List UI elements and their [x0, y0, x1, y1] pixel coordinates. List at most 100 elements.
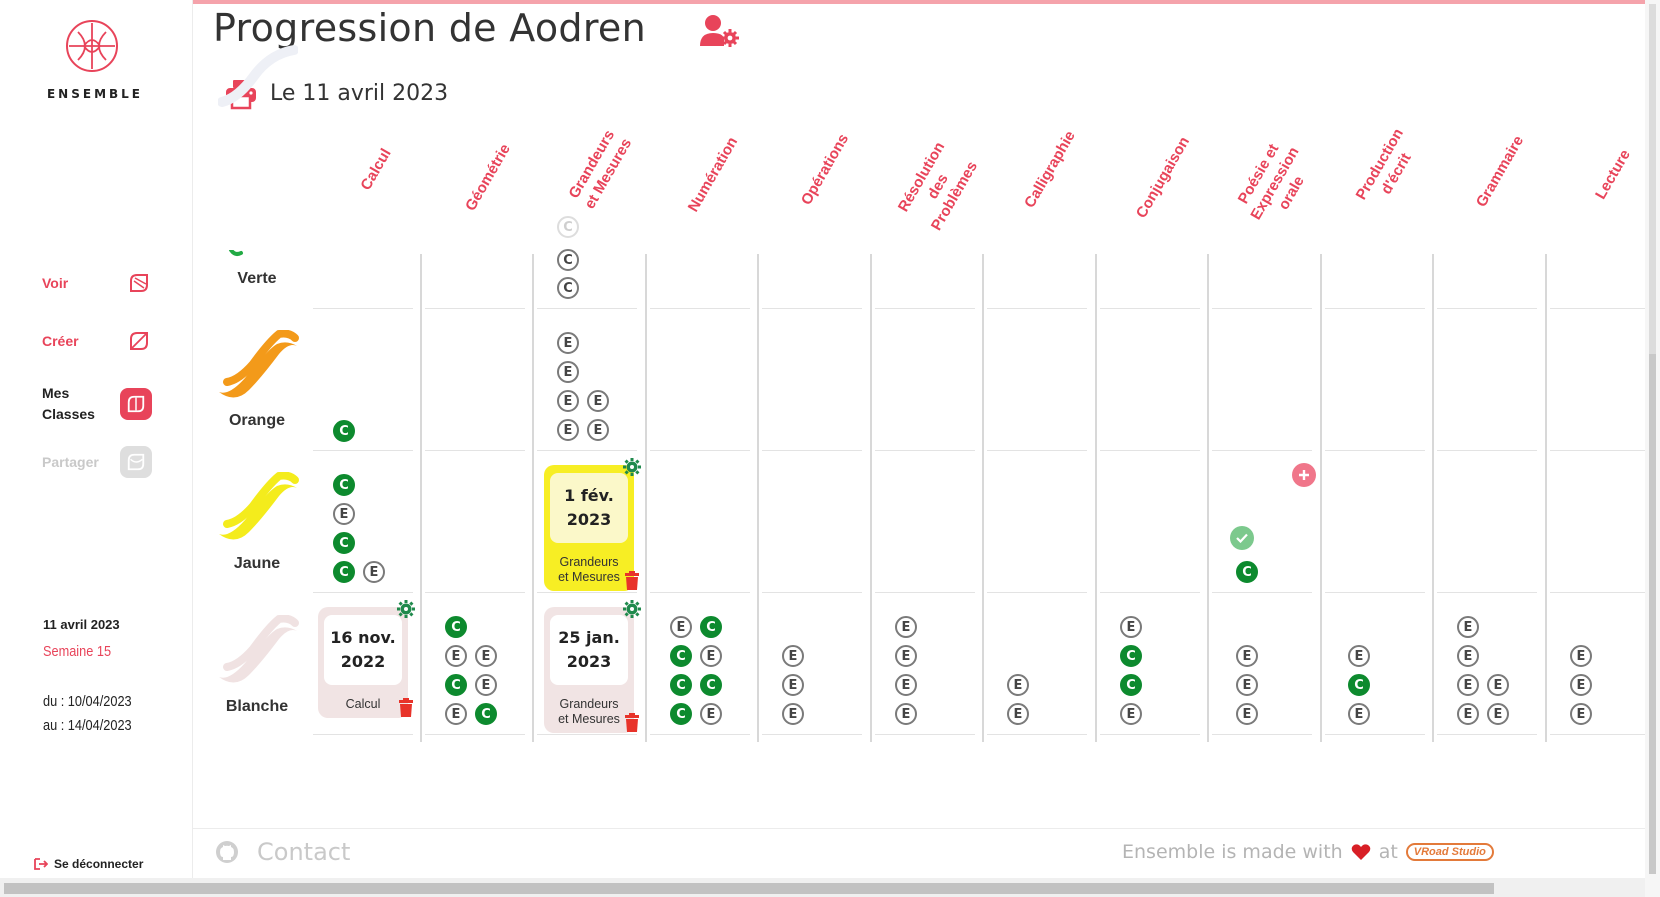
competence-badge[interactable]: C [333, 561, 355, 583]
lesson-card-grandeurs-2[interactable]: 25 jan. 2023 Grandeurs et Mesures [544, 600, 641, 733]
evaluation-badge[interactable]: E [700, 703, 722, 725]
grid-row-divider [1550, 592, 1650, 593]
competence-badge[interactable]: C [475, 703, 497, 725]
check-icon [1236, 533, 1248, 543]
competence-badge[interactable]: C [670, 674, 692, 696]
grid-row-divider [313, 308, 413, 309]
logout-button[interactable]: Se déconnecter [34, 857, 143, 871]
evaluation-badge[interactable]: E [1457, 616, 1479, 638]
contact-link[interactable]: Contact [215, 838, 350, 866]
user-settings-button[interactable] [700, 14, 740, 52]
evaluation-badge[interactable]: E [557, 390, 579, 412]
competence-badge[interactable]: C [1348, 674, 1370, 696]
competence-badge[interactable]: C [700, 674, 722, 696]
evaluation-badge[interactable]: E [1487, 703, 1509, 725]
card-subject: Grandeurs et Mesures [558, 555, 620, 584]
competence-badge[interactable]: C [670, 703, 692, 725]
evaluation-badge[interactable]: E [475, 645, 497, 667]
trash-icon[interactable] [398, 698, 414, 722]
vertical-scrollbar-thumb[interactable] [1649, 354, 1656, 874]
competence-badge[interactable]: C [333, 420, 355, 442]
evaluation-badge[interactable]: E [445, 703, 467, 725]
grid-column-divider [420, 254, 422, 742]
brand-name: ENSEMBLE [46, 87, 143, 101]
vroad-studio-logo[interactable]: VRoad Studio [1405, 843, 1494, 861]
evaluation-badge[interactable]: E [445, 645, 467, 667]
leaf-slash-icon [126, 328, 152, 354]
evaluation-badge[interactable]: E [782, 703, 804, 725]
lesson-card-calcul[interactable]: 16 nov. 2022 Calcul [318, 600, 415, 718]
horizontal-scrollbar-thumb[interactable] [4, 883, 1494, 894]
evaluation-badge[interactable]: E [1007, 674, 1029, 696]
evaluation-badge[interactable]: E [1457, 703, 1479, 725]
evaluation-badge[interactable]: E [1457, 674, 1479, 696]
evaluation-badge[interactable]: E [1570, 703, 1592, 725]
evaluation-badge[interactable]: E [895, 674, 917, 696]
ribbon-orange-icon [219, 330, 299, 398]
evaluation-badge[interactable]: E [895, 616, 917, 638]
evaluation-badge[interactable]: E [1348, 703, 1370, 725]
competence-badge[interactable]: C [333, 532, 355, 554]
gear-icon[interactable] [622, 457, 642, 481]
nav-voir[interactable]: Voir [42, 270, 152, 296]
competence-badge[interactable]: C [557, 277, 579, 299]
competence-badge[interactable]: C [445, 616, 467, 638]
evaluation-badge[interactable]: E [587, 390, 609, 412]
competence-badge[interactable]: C [557, 216, 579, 238]
competence-badge[interactable]: C [333, 474, 355, 496]
evaluation-badge[interactable]: E [895, 645, 917, 667]
validate-button[interactable] [1230, 526, 1254, 550]
evaluation-badge[interactable]: E [557, 419, 579, 441]
nav-partager[interactable]: Partager [42, 446, 152, 478]
evaluation-badge[interactable]: E [1457, 645, 1479, 667]
evaluation-badge[interactable]: E [1236, 703, 1258, 725]
grid-row-divider [425, 734, 525, 735]
competence-badge[interactable]: C [1236, 561, 1258, 583]
add-button[interactable] [1292, 463, 1316, 487]
competence-badge[interactable]: C [557, 249, 579, 271]
evaluation-badge[interactable]: E [895, 703, 917, 725]
evaluation-badge[interactable]: E [333, 503, 355, 525]
evaluation-badge[interactable]: E [557, 332, 579, 354]
evaluation-badge[interactable]: E [1236, 674, 1258, 696]
competence-badge[interactable]: C [700, 616, 722, 638]
evaluation-badge[interactable]: E [363, 561, 385, 583]
evaluation-badge[interactable]: E [1487, 674, 1509, 696]
lesson-card-grandeurs-1[interactable]: 1 fév. 2023 Grandeurs et Mesures [544, 458, 641, 591]
evaluation-badge[interactable]: E [670, 616, 692, 638]
sidebar-date-to: au : 14/04/2023 [43, 717, 132, 734]
nav-creer[interactable]: Créer [42, 328, 152, 354]
evaluation-badge[interactable]: E [1120, 616, 1142, 638]
grid-row-divider [1550, 450, 1650, 451]
evaluation-badge[interactable]: E [557, 361, 579, 383]
gear-icon[interactable] [396, 599, 416, 623]
evaluation-badge[interactable]: E [1570, 645, 1592, 667]
plus-icon [1299, 470, 1309, 480]
grid-column-divider [1545, 254, 1547, 742]
evaluation-badge[interactable]: E [1007, 703, 1029, 725]
evaluation-badge[interactable]: E [782, 674, 804, 696]
competence-badge[interactable]: C [1120, 645, 1142, 667]
grid-row-divider [875, 308, 975, 309]
grid-row-divider [537, 308, 637, 309]
evaluation-badge[interactable]: E [700, 645, 722, 667]
competence-badge[interactable]: C [445, 674, 467, 696]
ribbon-jaune-icon [219, 472, 299, 540]
nav-mes-classes[interactable]: Mes Classes [42, 383, 152, 425]
grid-row-divider [425, 308, 525, 309]
competence-badge[interactable]: C [670, 645, 692, 667]
competence-badge[interactable]: C [1120, 674, 1142, 696]
evaluation-badge[interactable]: E [1236, 645, 1258, 667]
evaluation-badge[interactable]: E [587, 419, 609, 441]
gear-icon[interactable] [622, 599, 642, 623]
horizontal-scrollbar[interactable] [0, 878, 1645, 897]
evaluation-badge[interactable]: E [475, 674, 497, 696]
evaluation-badge[interactable]: E [1348, 645, 1370, 667]
vertical-scrollbar[interactable] [1645, 0, 1660, 897]
evaluation-badge[interactable]: E [1120, 703, 1142, 725]
trash-icon[interactable] [624, 571, 640, 595]
trash-icon[interactable] [624, 713, 640, 737]
at-text: at [1378, 841, 1398, 863]
evaluation-badge[interactable]: E [782, 645, 804, 667]
evaluation-badge[interactable]: E [1570, 674, 1592, 696]
